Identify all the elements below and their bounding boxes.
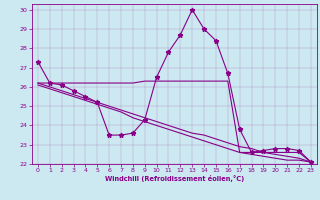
X-axis label: Windchill (Refroidissement éolien,°C): Windchill (Refroidissement éolien,°C): [105, 175, 244, 182]
